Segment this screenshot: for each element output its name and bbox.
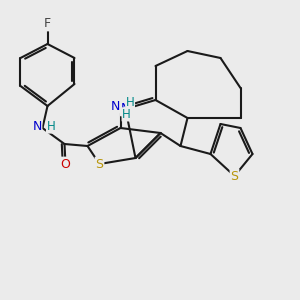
- Text: S: S: [230, 169, 238, 182]
- Text: O: O: [61, 158, 70, 170]
- Text: H: H: [122, 108, 131, 121]
- Text: F: F: [44, 17, 51, 31]
- Text: H: H: [46, 120, 55, 133]
- Text: N: N: [32, 120, 42, 133]
- Text: H: H: [126, 97, 134, 110]
- Text: N: N: [110, 100, 120, 112]
- Text: N: N: [121, 103, 130, 116]
- Text: S: S: [95, 158, 104, 170]
